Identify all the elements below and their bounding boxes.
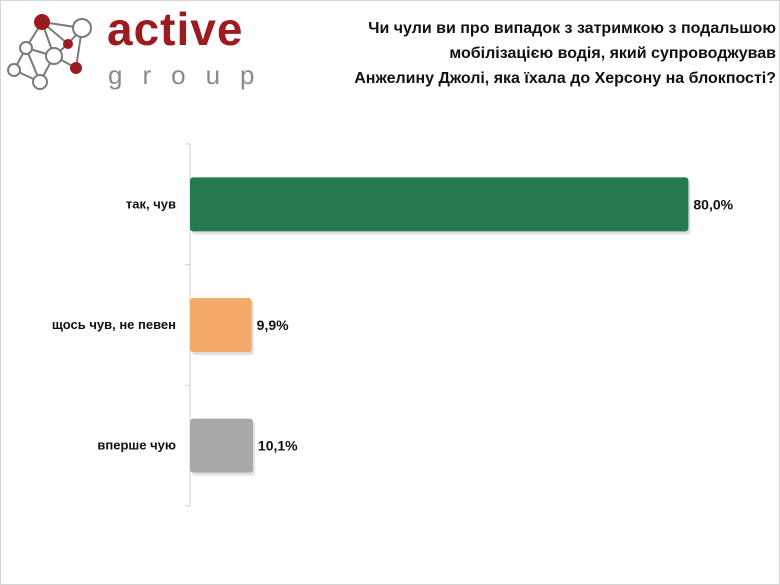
value-label: 80,0% xyxy=(693,196,733,212)
bar xyxy=(190,418,253,473)
bar xyxy=(190,298,252,352)
value-label: 10,1% xyxy=(258,438,298,454)
category-label: вперше чую xyxy=(97,438,176,453)
network-logo-icon xyxy=(7,14,92,90)
logo-wordmark: active xyxy=(107,3,244,55)
active-group-logo: active group xyxy=(0,0,260,100)
logo-subword: group xyxy=(108,60,275,90)
chart-title: Чи чули ви про випадок з затримкою з под… xyxy=(316,16,776,91)
bar xyxy=(190,177,689,232)
chart-title-line-3: Анжелину Джолі, яка їхала до Херсону на … xyxy=(354,70,776,87)
category-label: щось чув, не певен xyxy=(52,317,176,332)
category-label: так, чув xyxy=(126,196,176,211)
chart-title-line-2: мобілізацією водія, який супроводжував xyxy=(449,45,776,62)
chart-title-line-1: Чи чули ви про випадок з затримкою з под… xyxy=(368,20,776,37)
value-label: 9,9% xyxy=(257,317,289,333)
